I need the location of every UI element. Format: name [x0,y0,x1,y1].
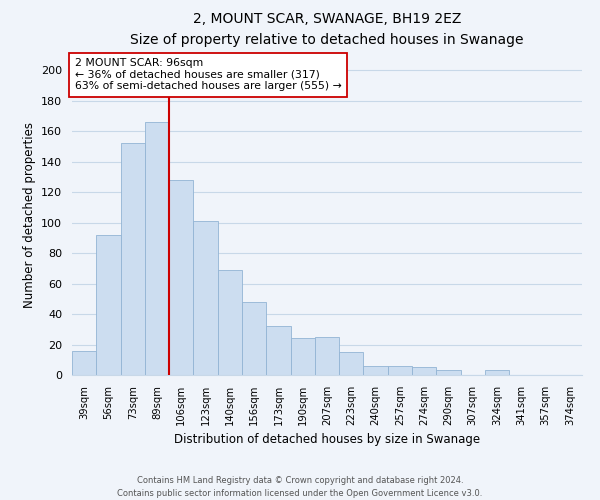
Bar [388,366,412,375]
Bar [96,235,121,375]
X-axis label: Distribution of detached houses by size in Swanage: Distribution of detached houses by size … [174,434,480,446]
Bar [436,370,461,375]
Bar [364,366,388,375]
Bar [218,270,242,375]
Bar [169,180,193,375]
Bar [121,144,145,375]
Bar [242,302,266,375]
Bar [315,337,339,375]
Bar [412,368,436,375]
Bar [339,352,364,375]
Text: Contains HM Land Registry data © Crown copyright and database right 2024.
Contai: Contains HM Land Registry data © Crown c… [118,476,482,498]
Bar [145,122,169,375]
Bar [266,326,290,375]
Text: 2 MOUNT SCAR: 96sqm
← 36% of detached houses are smaller (317)
63% of semi-detac: 2 MOUNT SCAR: 96sqm ← 36% of detached ho… [74,58,341,92]
Bar [72,350,96,375]
Title: 2, MOUNT SCAR, SWANAGE, BH19 2EZ
Size of property relative to detached houses in: 2, MOUNT SCAR, SWANAGE, BH19 2EZ Size of… [130,12,524,47]
Bar [485,370,509,375]
Y-axis label: Number of detached properties: Number of detached properties [23,122,35,308]
Bar [290,338,315,375]
Bar [193,221,218,375]
